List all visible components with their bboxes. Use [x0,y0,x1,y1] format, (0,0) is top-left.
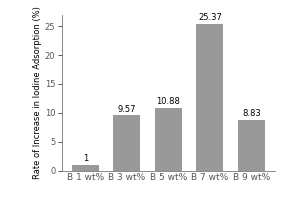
Text: 8.83: 8.83 [242,109,261,118]
Bar [113,115,140,171]
Y-axis label: Rate of Increase in Iodine Adsorption (%): Rate of Increase in Iodine Adsorption (%… [33,6,42,179]
Bar [155,108,182,171]
Text: 25.37: 25.37 [198,13,222,22]
Bar [238,120,265,171]
Text: 9.57: 9.57 [118,105,136,114]
Bar [196,24,223,171]
Bar [72,165,99,171]
Text: 10.88: 10.88 [156,97,180,106]
Text: 1: 1 [83,154,88,163]
